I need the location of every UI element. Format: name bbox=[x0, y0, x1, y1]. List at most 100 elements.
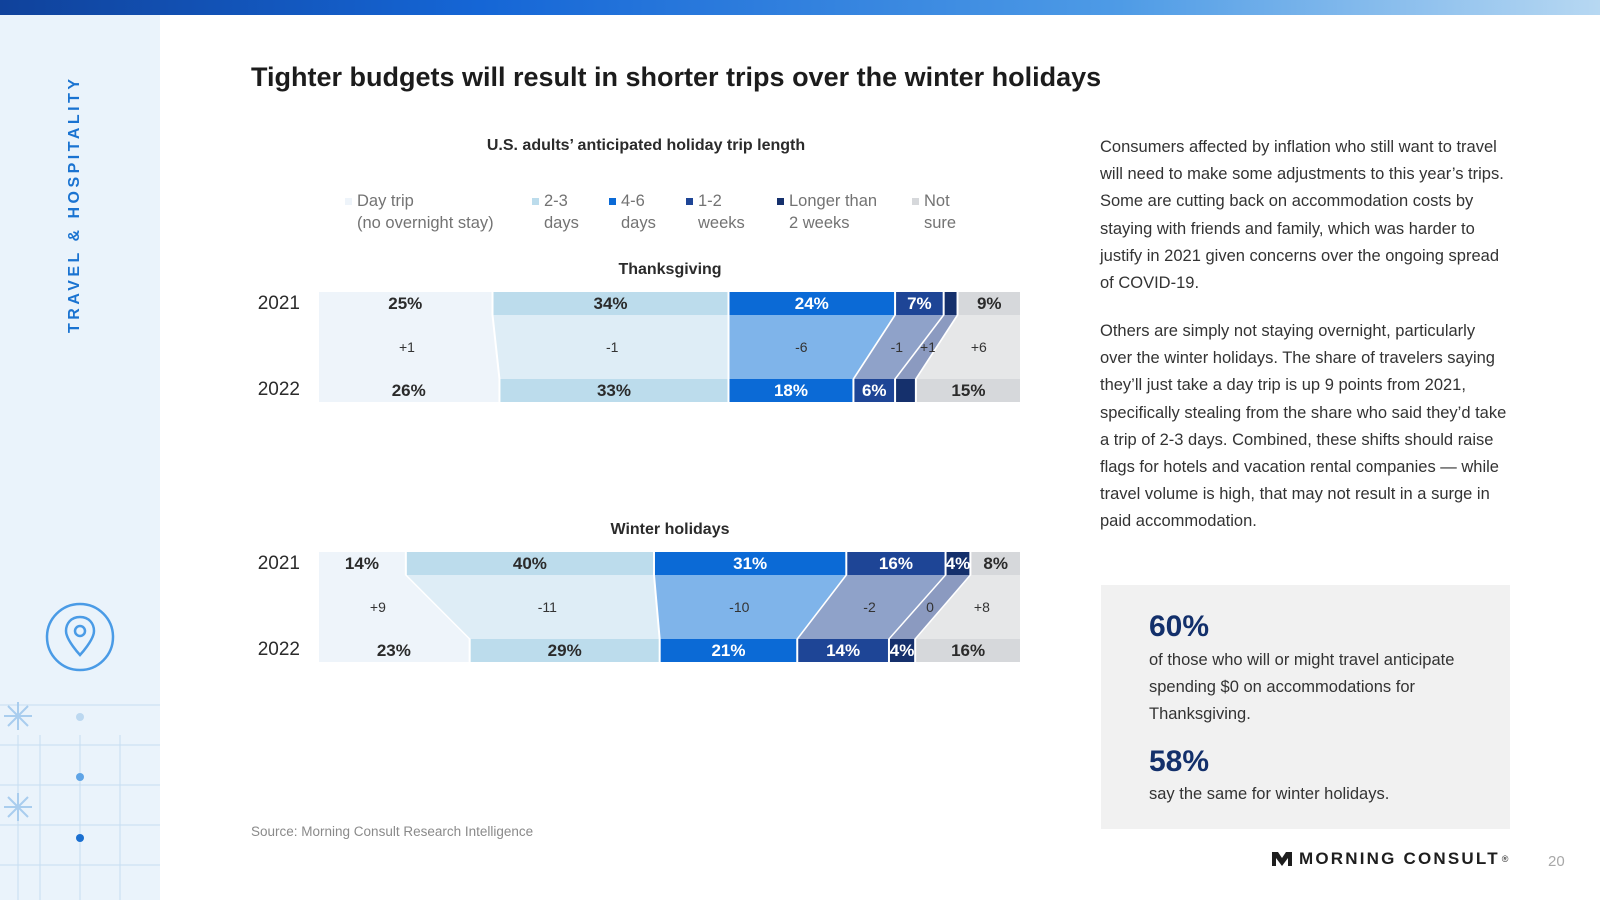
legend-swatch bbox=[345, 198, 352, 205]
change-band bbox=[896, 315, 957, 379]
change-label: -6 bbox=[795, 339, 808, 355]
data-label: 18% bbox=[774, 381, 808, 400]
legend-item-day-trip: Day trip (no overnight stay) bbox=[345, 190, 494, 234]
data-label: 4% bbox=[946, 554, 971, 573]
data-label: 33% bbox=[597, 381, 631, 400]
legend-swatch bbox=[912, 198, 919, 205]
bar-segment-2021 bbox=[847, 552, 945, 575]
change-label: +8 bbox=[974, 599, 990, 615]
change-band bbox=[916, 575, 1020, 639]
change-label: -10 bbox=[729, 599, 749, 615]
legend-item-longer-than-2-weeks: Longer than 2 weeks bbox=[777, 190, 877, 234]
year-label-2021: 2021 bbox=[257, 293, 300, 314]
bar-segment-2021 bbox=[406, 552, 653, 575]
data-label: 25% bbox=[388, 294, 422, 313]
bar-segment-2022 bbox=[660, 639, 797, 662]
page-title: Tighter budgets will result in shorter t… bbox=[251, 62, 1102, 92]
top-accent-bar bbox=[0, 0, 1600, 15]
change-label: -1 bbox=[606, 339, 619, 355]
change-label: -11 bbox=[538, 599, 557, 615]
stat-callout: 60% of those who will or might travel an… bbox=[1101, 585, 1510, 829]
change-band bbox=[854, 315, 943, 379]
bar-segment-2022 bbox=[500, 379, 728, 402]
legend-item-4-6-days: 4-6 days bbox=[609, 190, 656, 234]
morning-consult-logo: MORNING CONSULT ® bbox=[1271, 849, 1508, 869]
change-band bbox=[654, 575, 846, 639]
legend-swatch bbox=[532, 198, 539, 205]
data-label: 21% bbox=[711, 641, 745, 660]
page-number: 20 bbox=[1548, 853, 1565, 870]
change-band bbox=[798, 575, 945, 639]
data-label: 23% bbox=[377, 641, 411, 660]
change-band bbox=[729, 315, 895, 379]
stat-text-thanksgiving: of those who will or might travel antici… bbox=[1149, 651, 1455, 723]
change-label: 0 bbox=[926, 599, 934, 615]
change-label: +6 bbox=[971, 339, 987, 355]
body-paragraph-2: Others are simply not staying overnight,… bbox=[1100, 322, 1507, 531]
bar-segment-2022 bbox=[916, 379, 1020, 402]
change-label: +1 bbox=[399, 339, 415, 355]
bar-segment-2022 bbox=[319, 639, 469, 662]
bar-segment-2022 bbox=[470, 639, 659, 662]
data-label: 31% bbox=[733, 554, 767, 573]
data-label: 7% bbox=[907, 294, 932, 313]
bar-segment-2021 bbox=[944, 292, 957, 315]
data-label: 15% bbox=[951, 381, 985, 400]
stat-value-winter: 58% bbox=[1149, 745, 1210, 778]
bar-segment-2021 bbox=[319, 292, 492, 315]
data-label: 4% bbox=[890, 641, 915, 660]
bar-segment-2021 bbox=[971, 552, 1020, 575]
bar-segment-2022 bbox=[896, 379, 915, 402]
legend-item-not-sure: Not sure bbox=[912, 190, 956, 234]
logo-mark-icon bbox=[1272, 852, 1292, 866]
bar-segment-2022 bbox=[798, 639, 888, 662]
change-band bbox=[319, 575, 469, 639]
legend-swatch bbox=[609, 198, 616, 205]
bar-segment-2021 bbox=[729, 292, 895, 315]
bar-segment-2022 bbox=[854, 379, 895, 402]
change-band bbox=[493, 315, 728, 379]
panel-title-thanksgiving: Thanksgiving bbox=[618, 261, 722, 278]
data-label: 34% bbox=[593, 294, 627, 313]
legend-swatch bbox=[777, 198, 784, 205]
bar-segment-2021 bbox=[958, 292, 1020, 315]
bar-segment-2022 bbox=[729, 379, 853, 402]
data-label: 29% bbox=[548, 641, 582, 660]
change-label: -2 bbox=[863, 599, 876, 615]
legend-item-2-3-days: 2-3 days bbox=[532, 190, 579, 234]
data-label: 6% bbox=[862, 381, 887, 400]
change-band bbox=[319, 315, 499, 379]
body-paragraph-1: Consumers affected by inflation who stil… bbox=[1100, 138, 1504, 293]
data-label: 16% bbox=[879, 554, 913, 573]
change-label: -1 bbox=[891, 339, 904, 355]
data-label: 16% bbox=[951, 641, 985, 660]
bar-segment-2021 bbox=[946, 552, 970, 575]
chart-title: U.S. adults’ anticipated holiday trip le… bbox=[486, 137, 806, 154]
change-band bbox=[889, 575, 970, 639]
data-label: 40% bbox=[513, 554, 547, 573]
bar-segment-2022 bbox=[889, 639, 915, 662]
sidebar: TRAVEL & HOSPITALITY bbox=[0, 15, 160, 900]
year-label-2022: 2022 bbox=[257, 639, 300, 660]
change-band bbox=[916, 315, 1020, 379]
bar-segment-2022 bbox=[916, 639, 1020, 662]
decorative-grid bbox=[0, 702, 160, 900]
data-label: 14% bbox=[345, 554, 379, 573]
legend-swatch bbox=[686, 198, 693, 205]
stat-text-winter: say the same for winter holidays. bbox=[1149, 785, 1390, 803]
data-label: 9% bbox=[977, 294, 1002, 313]
stat-value-thanksgiving: 60% bbox=[1149, 610, 1210, 643]
legend-item-1-2-weeks: 1-2 weeks bbox=[686, 190, 745, 234]
year-label-2021: 2021 bbox=[257, 553, 300, 574]
change-label: +9 bbox=[370, 599, 386, 615]
bar-segment-2021 bbox=[896, 292, 943, 315]
data-label: 26% bbox=[392, 381, 426, 400]
source-note: Source: Morning Consult Research Intelli… bbox=[251, 824, 534, 839]
bar-segment-2021 bbox=[493, 292, 728, 315]
year-label-2022: 2022 bbox=[257, 379, 300, 400]
data-label: 14% bbox=[826, 641, 860, 660]
location-pin-icon bbox=[44, 601, 116, 678]
change-band bbox=[406, 575, 659, 639]
data-label: 8% bbox=[983, 554, 1008, 573]
